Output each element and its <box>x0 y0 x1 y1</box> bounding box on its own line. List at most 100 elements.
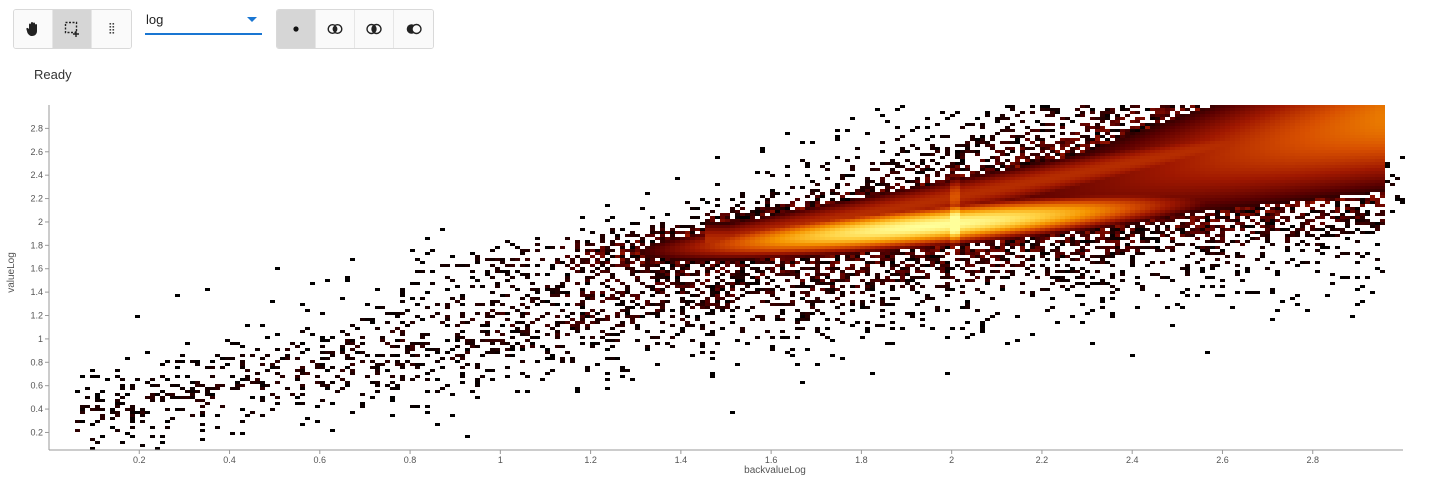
heatmap-cell <box>200 399 205 402</box>
mode-subtract-button[interactable] <box>394 10 433 48</box>
heatmap-cell <box>840 291 845 294</box>
heatmap-cell <box>1140 219 1145 222</box>
heatmap-cell <box>1035 162 1040 165</box>
heatmap-cell <box>520 249 525 252</box>
heatmap-cell <box>1090 156 1095 159</box>
mode-union-button[interactable] <box>316 10 355 48</box>
pan-tool-button[interactable] <box>14 10 53 48</box>
heatmap-cell <box>370 318 375 321</box>
heatmap-cell <box>1150 144 1155 147</box>
heatmap-cell <box>895 240 900 243</box>
heatmap-cell <box>1180 225 1185 228</box>
heatmap-cell <box>1110 177 1115 180</box>
mode-intersect-button[interactable] <box>355 10 394 48</box>
heatmap-cell <box>1180 108 1185 111</box>
heatmap-cell <box>1055 258 1060 261</box>
heatmap-cell <box>800 216 805 219</box>
heatmap-cell <box>865 273 870 276</box>
heatmap-cell <box>575 249 580 252</box>
heatmap-cell <box>1100 183 1105 186</box>
heatmap-cell <box>1175 150 1180 153</box>
heatmap-cell <box>1165 180 1170 183</box>
heatmap-cell <box>1090 108 1095 111</box>
heatmap-cell <box>780 270 785 273</box>
heatmap-cell <box>690 252 695 255</box>
heatmap-cell <box>605 315 610 318</box>
heatmap-cell <box>835 237 840 240</box>
heatmap-cell <box>940 198 945 201</box>
heatmap-cell <box>685 231 690 234</box>
heatmap-cell <box>160 441 165 444</box>
heatmap-cell <box>1040 222 1045 225</box>
heatmap-cell <box>1015 216 1020 219</box>
heatmap-cell <box>640 255 645 258</box>
heatmap-cell <box>980 201 985 204</box>
heatmap-cell <box>1195 123 1200 126</box>
heatmap-cell <box>760 219 765 222</box>
heatmap-cell <box>1085 285 1090 288</box>
heatmap-cell <box>400 363 405 366</box>
heatmap-cell <box>235 387 240 390</box>
heatmap-cell <box>1095 171 1100 174</box>
heatmap-cell <box>1010 147 1015 150</box>
heatmap-cell <box>1060 255 1065 258</box>
heatmap-cell <box>1145 201 1150 204</box>
heatmap-cell <box>645 246 650 249</box>
heatmap-cell <box>705 246 710 249</box>
heatmap-cell <box>620 252 625 255</box>
heatmap-cell <box>895 171 900 174</box>
heatmap-cell <box>620 261 625 264</box>
heatmap-cell <box>825 327 830 330</box>
heatmap-cell <box>1190 210 1195 213</box>
heatmap-cell <box>785 228 790 231</box>
heatmap-cell <box>1050 204 1055 207</box>
heatmap-cell <box>740 213 745 216</box>
heatmap-cell <box>475 255 480 258</box>
heatmap-cell <box>1000 171 1005 174</box>
heatmap-cell <box>665 300 670 303</box>
heatmap-cell <box>1010 213 1015 216</box>
heatmap-cell <box>1135 135 1140 138</box>
heatmap-cell <box>1165 141 1170 144</box>
heatmap-cell <box>1010 174 1015 177</box>
heatmap-cell <box>965 189 970 192</box>
heatmap-cell <box>565 351 570 354</box>
drag-handle-tool-button[interactable] <box>92 10 131 48</box>
mode-single-button[interactable] <box>277 10 316 48</box>
heatmap-cell <box>1060 276 1065 279</box>
heatmap-cell <box>1105 207 1110 210</box>
heatmap-cell <box>615 339 620 342</box>
heatmap-cell <box>1160 111 1165 114</box>
heatmap-cell <box>640 315 645 318</box>
heatmap-cell <box>865 243 870 246</box>
heatmap-cell <box>835 243 840 246</box>
heatmap-cell <box>1135 150 1140 153</box>
heatmap-cell <box>1035 249 1040 252</box>
heatmap-cell <box>1000 276 1005 279</box>
heatmap-cell <box>960 162 965 165</box>
heatmap-cell <box>905 270 910 273</box>
heatmap-cell <box>1015 174 1020 177</box>
heatmap-cell <box>765 210 770 213</box>
heatmap-cell <box>1105 240 1110 243</box>
heatmap-cell <box>200 414 205 417</box>
heatmap-cell <box>1085 198 1090 201</box>
heatmap-cell <box>1050 168 1055 171</box>
heatmap-cell <box>395 354 400 357</box>
heatmap-cell <box>890 297 895 300</box>
heatmap-cell <box>930 201 935 204</box>
scale-select[interactable]: log <box>145 9 262 35</box>
heatmap-cell <box>995 207 1000 210</box>
heatmap-cell <box>1175 165 1180 168</box>
heatmap-cell <box>910 213 915 216</box>
heatmap-cell <box>130 417 135 420</box>
heatmap-cell <box>820 222 825 225</box>
heatmap-cell <box>765 246 770 249</box>
heatmap-cell <box>1170 129 1175 132</box>
heatmap-cell <box>975 228 980 231</box>
heatmap-cell <box>825 273 830 276</box>
heatmap-cell <box>730 237 735 240</box>
select-rect-tool-button[interactable] <box>53 10 92 48</box>
heatmap-cell <box>665 231 670 234</box>
